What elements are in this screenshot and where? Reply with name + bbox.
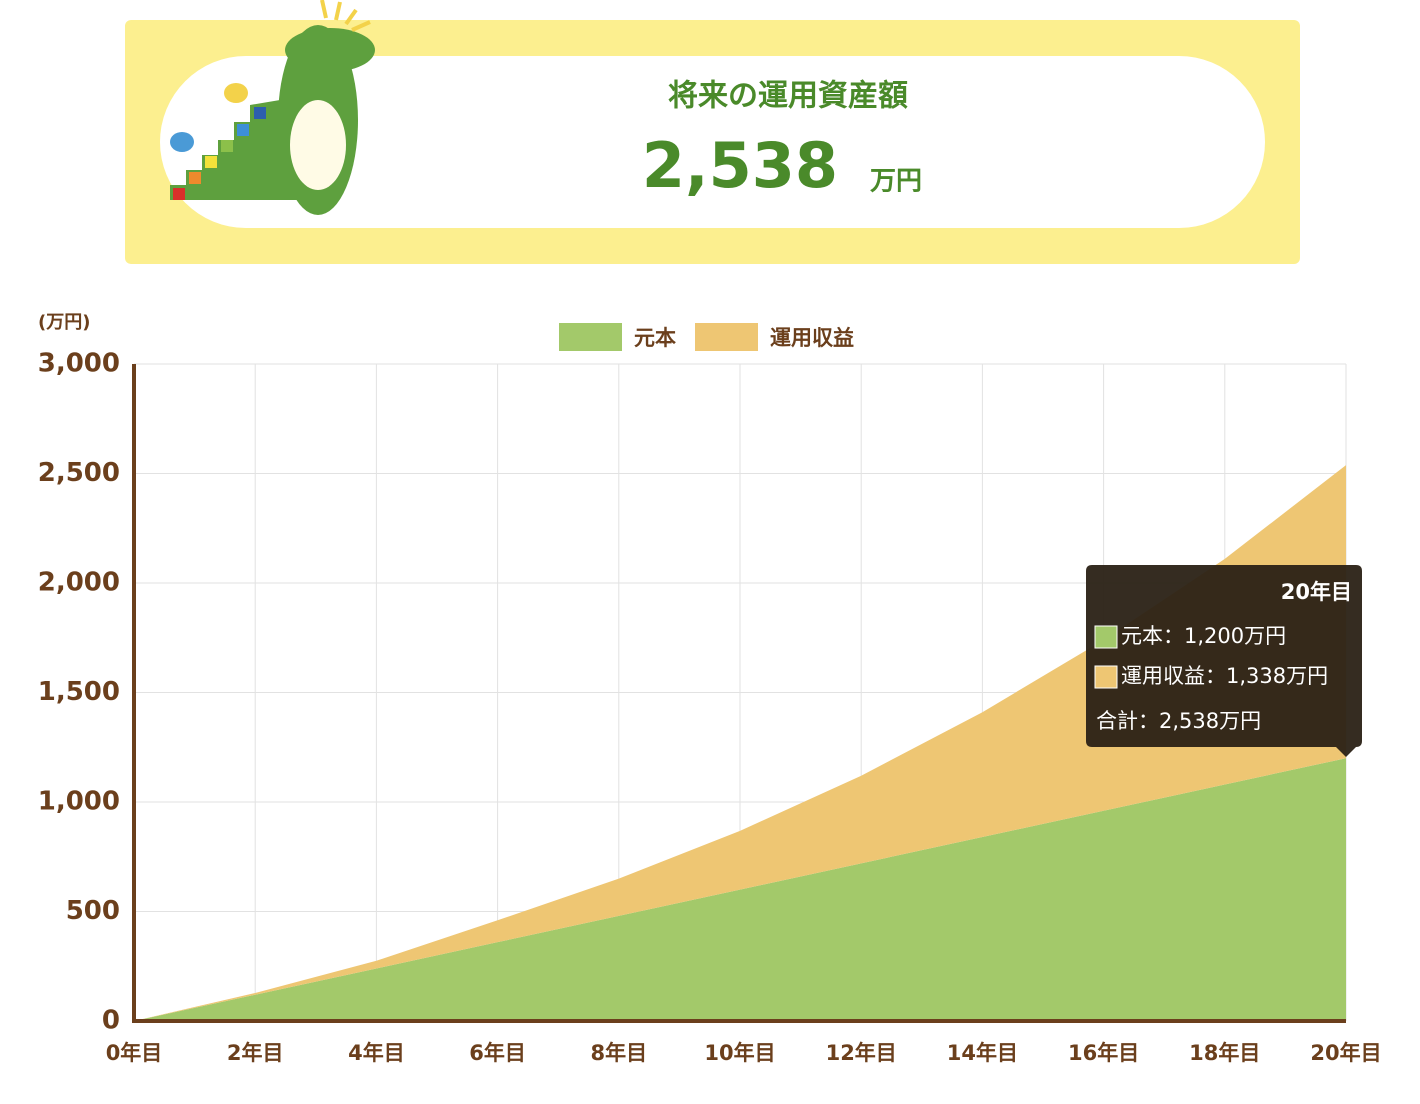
tooltip-box	[1086, 565, 1362, 757]
x-tick-label: 8年目	[590, 1041, 647, 1065]
mascot	[170, 0, 375, 215]
y-tick-label: 0	[102, 1006, 120, 1036]
x-tick-label: 6年目	[469, 1041, 526, 1065]
x-tick-label: 20年目	[1310, 1041, 1381, 1065]
x-tick-label: 10年目	[704, 1041, 775, 1065]
y-tick-label: 3,000	[38, 349, 120, 379]
tooltip-line: 合計：2,538万円	[1096, 709, 1261, 733]
x-tick-label: 2年目	[227, 1041, 284, 1065]
y-tick-label: 1,000	[38, 787, 120, 817]
tooltip-line: 元本：1,200万円	[1121, 624, 1286, 648]
tooltip-title: 20年目	[1281, 580, 1352, 604]
x-tick-label: 18年目	[1189, 1041, 1260, 1065]
tooltip-line: 運用収益：1,338万円	[1121, 664, 1328, 688]
y-tick-label: 500	[66, 896, 120, 926]
legend-label: 運用収益	[770, 326, 854, 350]
y-tick-label: 2,000	[38, 568, 120, 598]
header-pill	[160, 56, 1265, 228]
x-tick-label: 16年目	[1068, 1041, 1139, 1065]
legend-label: 元本	[634, 326, 676, 350]
y-tick-label: 1,500	[38, 677, 120, 707]
x-tick-label: 0年目	[106, 1041, 163, 1065]
x-tick-label: 14年目	[947, 1041, 1018, 1065]
tooltip-swatch	[1094, 665, 1118, 689]
tooltip-swatch	[1094, 625, 1118, 649]
legend-swatch	[695, 323, 758, 351]
header-amount: 2,538	[642, 129, 838, 202]
y-tick-label: 2,500	[38, 458, 120, 488]
header-title: 将来の運用資産額	[668, 79, 908, 114]
header-unit: 万円	[870, 167, 922, 197]
y-unit: (万円)	[38, 312, 90, 333]
x-tick-label: 4年目	[348, 1041, 405, 1065]
legend-swatch	[559, 323, 622, 351]
x-tick-label: 12年目	[826, 1041, 897, 1065]
